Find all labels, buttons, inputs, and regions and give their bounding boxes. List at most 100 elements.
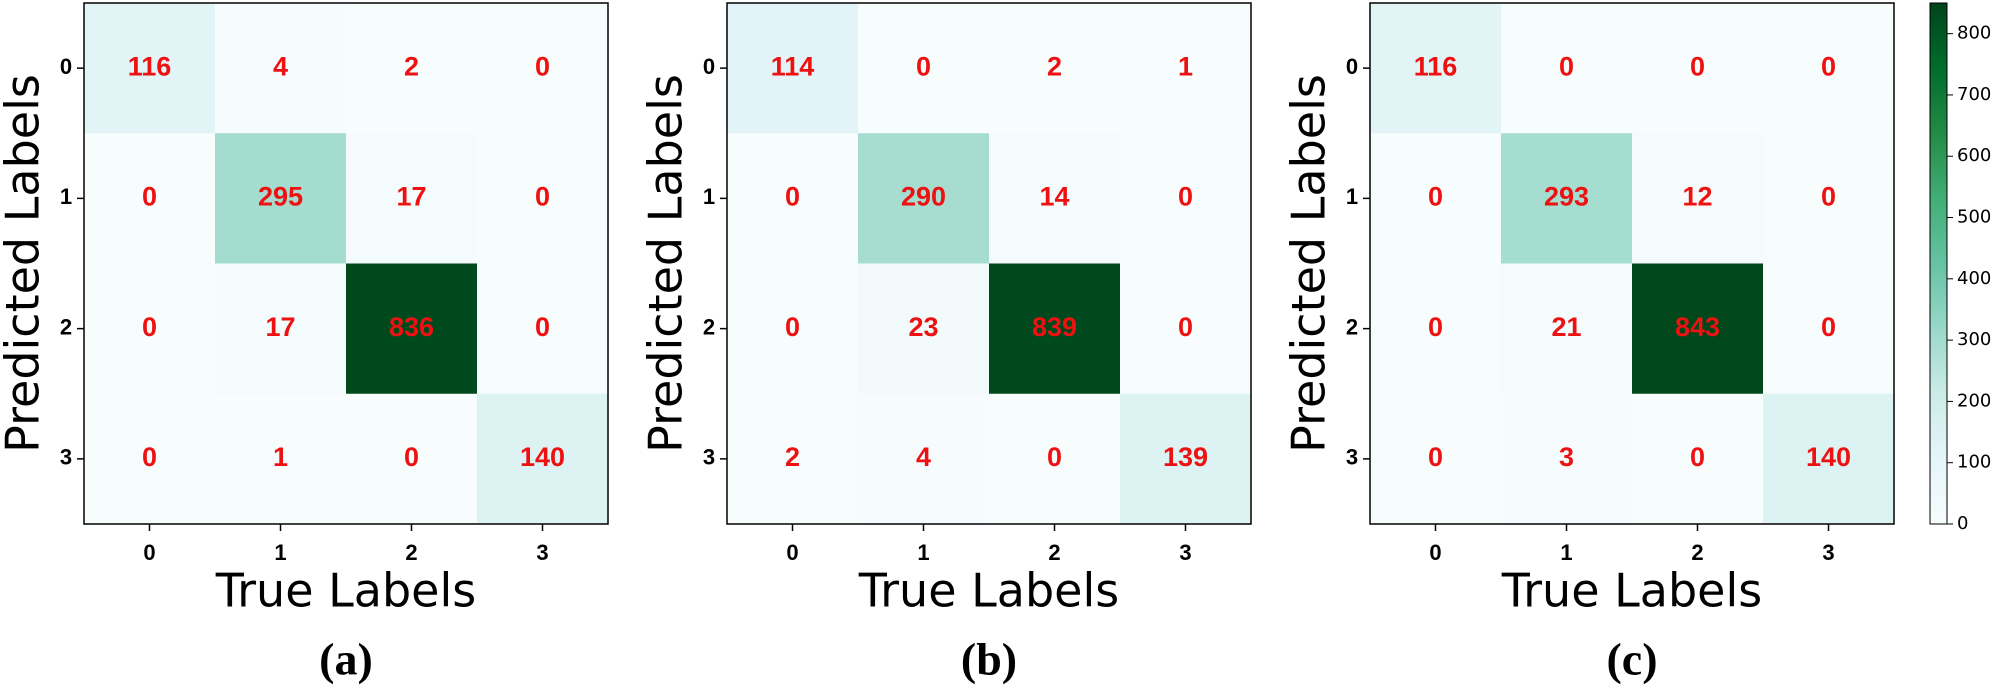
- cell-value: 0: [916, 51, 931, 81]
- cell: [84, 393, 216, 525]
- cell-value: 0: [142, 442, 157, 472]
- colorbar: [1929, 2, 1948, 525]
- x-axis-label: True Labels: [1501, 564, 1762, 618]
- cell-value: 0: [535, 51, 550, 81]
- cell-value: 0: [1690, 51, 1705, 81]
- cell-value: 0: [785, 182, 800, 212]
- cell-value: 21: [1551, 312, 1581, 342]
- plot-frame: [83, 2, 609, 525]
- x-tick-label: 2: [1048, 540, 1060, 565]
- colorbar-tick-label: 0: [1957, 513, 1968, 534]
- cell-value: 12: [1682, 182, 1712, 212]
- cell: [858, 133, 990, 264]
- y-tick-label: 2: [703, 314, 715, 339]
- y-axis-label: Predicted Labels: [0, 74, 50, 453]
- colorbar-tick-label: 500: [1957, 207, 1991, 228]
- cell: [1632, 393, 1764, 525]
- cell-value: 0: [1559, 51, 1574, 81]
- cell: [989, 3, 1121, 134]
- y-tick-label: 0: [703, 54, 715, 79]
- cell-value: 839: [1032, 312, 1077, 342]
- cell: [1370, 3, 1502, 134]
- cell-value: 17: [396, 182, 426, 212]
- cell-value: 0: [1690, 442, 1705, 472]
- cell: [858, 3, 990, 134]
- cell: [84, 133, 216, 264]
- cell-value: 0: [1821, 312, 1836, 342]
- x-tick-label: 1: [1560, 540, 1572, 565]
- cell: [1120, 3, 1252, 134]
- cell-value: 0: [1047, 442, 1062, 472]
- cell-value: 14: [1039, 182, 1069, 212]
- x-tick-label: 0: [786, 540, 798, 565]
- cell: [727, 263, 859, 395]
- cell-value: 0: [404, 442, 419, 472]
- colorbar-tick-label: 700: [1957, 84, 1991, 105]
- cell: [989, 393, 1121, 525]
- cell-value: 1: [1178, 51, 1193, 81]
- cell-value: 0: [142, 312, 157, 342]
- caption: (a): [319, 634, 373, 685]
- caption: (b): [961, 634, 1017, 685]
- cell: [1501, 133, 1633, 264]
- y-tick-label: 2: [1346, 314, 1358, 339]
- colorbar-tick-label: 200: [1957, 390, 1991, 411]
- y-tick-label: 0: [1346, 54, 1358, 79]
- x-tick-label: 1: [917, 540, 929, 565]
- cell-value: 140: [520, 442, 565, 472]
- y-tick-label: 3: [703, 445, 715, 470]
- cell-value: 4: [273, 51, 288, 81]
- y-tick-label: 1: [703, 184, 715, 209]
- cell-value: 0: [142, 182, 157, 212]
- cell: [1370, 133, 1502, 264]
- cell: [215, 393, 347, 525]
- colorbar-tick-label: 600: [1957, 145, 1991, 166]
- y-axis-label: Predicted Labels: [639, 74, 693, 453]
- cell-value: 4: [916, 442, 931, 472]
- cell: [858, 393, 990, 525]
- cell-value: 290: [901, 182, 946, 212]
- cell: [989, 133, 1121, 264]
- y-tick-label: 3: [60, 445, 72, 470]
- cell: [1370, 393, 1502, 525]
- x-tick-label: 3: [1822, 540, 1834, 565]
- cell-value: 293: [1544, 182, 1589, 212]
- cell-value: 1: [273, 442, 288, 472]
- cell-value: 0: [535, 182, 550, 212]
- cell-value: 139: [1163, 442, 1208, 472]
- cell: [477, 263, 609, 395]
- cell: [1763, 393, 1895, 525]
- cell: [346, 393, 478, 525]
- x-axis-label: True Labels: [858, 564, 1119, 618]
- y-tick-label: 0: [60, 54, 72, 79]
- x-tick-label: 3: [1179, 540, 1191, 565]
- cell-value: 0: [785, 312, 800, 342]
- cell-value: 3: [1559, 442, 1574, 472]
- cell: [727, 3, 859, 134]
- cell-value: 0: [535, 312, 550, 342]
- cell: [477, 133, 609, 264]
- cell-value: 2: [404, 51, 419, 81]
- cell-value: 295: [258, 182, 303, 212]
- cell: [1501, 263, 1633, 395]
- cell: [858, 263, 990, 395]
- cell-value: 2: [1047, 51, 1062, 81]
- colorbar-tick-label: 100: [1957, 452, 1991, 473]
- cell: [1763, 133, 1895, 264]
- cell-value: 0: [1821, 51, 1836, 81]
- cell: [989, 263, 1121, 395]
- cell-value: 23: [908, 312, 938, 342]
- x-tick-label: 3: [536, 540, 548, 565]
- y-tick-label: 3: [1346, 445, 1358, 470]
- cell: [1370, 263, 1502, 395]
- cell: [1763, 3, 1895, 134]
- x-tick-label: 0: [143, 540, 155, 565]
- cell: [727, 133, 859, 264]
- cell-value: 843: [1675, 312, 1720, 342]
- cell: [215, 263, 347, 395]
- cell: [215, 133, 347, 264]
- plot-frame: [1369, 2, 1895, 525]
- y-axis-label: Predicted Labels: [1282, 74, 1336, 453]
- x-tick-label: 2: [1691, 540, 1703, 565]
